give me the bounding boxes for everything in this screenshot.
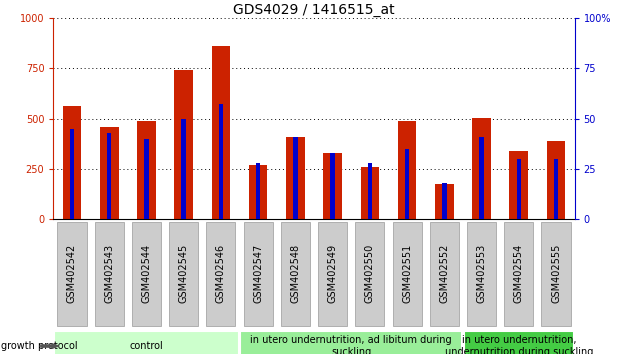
- Bar: [547, 141, 565, 219]
- Bar: [249, 165, 268, 219]
- FancyBboxPatch shape: [355, 222, 384, 326]
- Bar: [107, 133, 111, 219]
- Bar: [367, 163, 372, 219]
- FancyBboxPatch shape: [504, 222, 533, 326]
- Bar: [323, 153, 342, 219]
- Bar: [100, 127, 119, 219]
- Bar: [286, 137, 305, 219]
- Title: GDS4029 / 1416515_at: GDS4029 / 1416515_at: [233, 3, 395, 17]
- FancyBboxPatch shape: [392, 222, 421, 326]
- Text: in utero undernutrition, ad libitum during
suckling: in utero undernutrition, ad libitum duri…: [251, 335, 452, 354]
- Text: GSM402549: GSM402549: [328, 244, 338, 303]
- FancyBboxPatch shape: [207, 222, 236, 326]
- Text: GSM402542: GSM402542: [67, 244, 77, 303]
- Bar: [256, 163, 261, 219]
- Bar: [219, 104, 223, 219]
- FancyBboxPatch shape: [467, 222, 496, 326]
- Bar: [517, 159, 521, 219]
- Bar: [442, 183, 447, 219]
- Text: GSM402543: GSM402543: [104, 244, 114, 303]
- Text: growth protocol: growth protocol: [1, 341, 77, 351]
- Bar: [293, 137, 298, 219]
- FancyBboxPatch shape: [541, 222, 570, 326]
- FancyBboxPatch shape: [54, 331, 239, 354]
- Text: GSM402547: GSM402547: [253, 244, 263, 303]
- Bar: [330, 153, 335, 219]
- FancyBboxPatch shape: [244, 222, 273, 326]
- FancyBboxPatch shape: [132, 222, 161, 326]
- Text: GSM402544: GSM402544: [141, 244, 151, 303]
- Text: control: control: [129, 341, 163, 351]
- FancyBboxPatch shape: [430, 222, 459, 326]
- Text: GSM402551: GSM402551: [402, 244, 412, 303]
- FancyBboxPatch shape: [58, 222, 87, 326]
- Text: GSM402545: GSM402545: [179, 244, 188, 303]
- FancyBboxPatch shape: [318, 222, 347, 326]
- Bar: [398, 121, 416, 219]
- Text: GSM402552: GSM402552: [440, 244, 449, 303]
- Text: GSM402548: GSM402548: [290, 244, 300, 303]
- Text: GSM402554: GSM402554: [514, 244, 524, 303]
- Bar: [137, 121, 156, 219]
- Bar: [554, 159, 558, 219]
- FancyBboxPatch shape: [281, 222, 310, 326]
- Text: GSM402546: GSM402546: [216, 244, 226, 303]
- Bar: [63, 107, 81, 219]
- Bar: [181, 119, 186, 219]
- FancyBboxPatch shape: [463, 331, 574, 354]
- Bar: [405, 149, 409, 219]
- Text: in utero undernutrition,
undernutrition during suckling: in utero undernutrition, undernutrition …: [445, 335, 593, 354]
- FancyBboxPatch shape: [169, 222, 198, 326]
- Bar: [212, 46, 230, 219]
- Text: GSM402550: GSM402550: [365, 244, 375, 303]
- Bar: [472, 118, 491, 219]
- Bar: [360, 167, 379, 219]
- Text: GSM402553: GSM402553: [477, 244, 487, 303]
- Bar: [144, 139, 149, 219]
- Bar: [175, 70, 193, 219]
- Text: GSM402555: GSM402555: [551, 244, 561, 303]
- Bar: [70, 129, 74, 219]
- Bar: [435, 184, 453, 219]
- Bar: [479, 137, 484, 219]
- FancyBboxPatch shape: [95, 222, 124, 326]
- FancyBboxPatch shape: [241, 331, 462, 354]
- Bar: [509, 151, 528, 219]
